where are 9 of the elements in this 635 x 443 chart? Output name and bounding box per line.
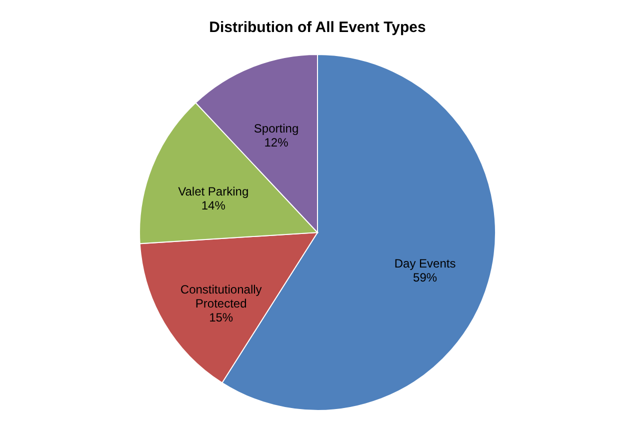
data-label: 15% xyxy=(209,310,234,325)
slice-label: Sporting xyxy=(254,121,299,136)
chart-title: Distribution of All Event Types xyxy=(209,19,426,36)
data-label: 12% xyxy=(264,135,289,150)
slice-label: Constitutionally Protected xyxy=(180,282,262,311)
slice-label: Day Events xyxy=(394,256,456,271)
slice-label: Valet Parking xyxy=(178,184,249,198)
data-label: 14% xyxy=(201,198,226,212)
data-label: 59% xyxy=(413,270,438,285)
